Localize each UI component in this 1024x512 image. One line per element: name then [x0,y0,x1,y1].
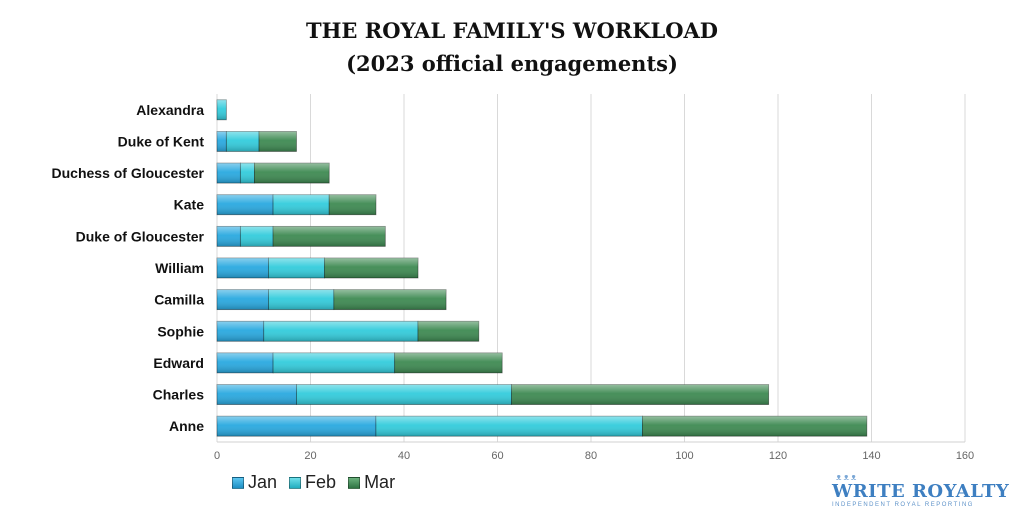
x-tick-label: 140 [862,450,880,462]
legend-label-jan: Jan [248,472,278,492]
bar-shine-anne-jan [217,416,376,437]
legend-swatch-feb [289,476,302,489]
bar-shine-duchess-of-gloucester-mar [254,163,330,184]
x-tick-label: 20 [304,450,316,462]
bar-layer [216,99,868,437]
legend-swatch-mar [348,476,361,489]
bar-shine-kate-jan [217,194,274,215]
bar-shine-duke-of-gloucester-feb [240,226,274,247]
category-label-duke-of-kent: Duke of Kent [118,133,205,149]
legend-item-feb: Feb [289,472,336,493]
bar-shine-duke-of-kent-jan [217,131,227,152]
bar-shine-camilla-feb [268,289,334,310]
bar-shine-edward-feb [273,352,395,373]
bar-shine-kate-feb [273,194,330,215]
bar-shine-duke-of-kent-feb [226,131,260,152]
category-label-duchess-of-gloucester: Duchess of Gloucester [52,165,205,181]
chart-title: THE ROYAL FAMILY'S WORKLOAD [305,18,719,43]
grid-layer [216,94,966,443]
bar-shine-charles-jan [217,384,297,405]
category-label-duke-of-gloucester: Duke of Gloucester [76,228,205,244]
legend-label-mar: Mar [364,472,396,492]
bar-shine-duke-of-gloucester-mar [273,226,386,247]
bar-shine-duchess-of-gloucester-feb [240,163,255,184]
logo-name: WRITE ROYALTY [832,481,1010,502]
chart-subtitle: (2023 official engagements) [346,51,678,76]
bar-shine-anne-feb [375,416,643,437]
bar-shine-duke-of-gloucester-jan [217,226,241,247]
bar-shine-kate-mar [329,194,376,215]
bar-shine-camilla-jan [217,289,269,310]
bar-shine-edward-jan [217,352,274,373]
label-layer: 0 20 40 60 80 100 120 140 160 Alexandra Duke of Ke… [52,102,975,462]
category-label-sophie: Sophie [157,323,204,339]
legend-item-jan: Jan [232,472,277,493]
category-label-edward: Edward [153,355,204,371]
bar-shine-william-mar [324,258,419,278]
category-label-kate: Kate [174,197,205,213]
legend-label-feb: Feb [305,472,337,492]
bar-shine-charles-feb [296,384,512,405]
x-tick-label: 60 [491,450,503,462]
category-label-alexandra: Alexandra [136,102,204,118]
x-tick-label: 40 [398,450,410,462]
legend-swatch-jan [232,476,244,489]
bar-shine-duchess-of-gloucester-jan [217,163,241,184]
bar-shine-alexandra-feb [217,99,227,120]
bar-shine-sophie-feb [263,321,419,342]
category-label-camilla: Camilla [154,292,204,308]
crown-icon: ᴥᴥᴥ [836,472,859,482]
legend-item-mar: Mar [348,472,395,493]
x-tick-label: 80 [585,450,597,462]
bar-shine-charles-mar [511,384,769,405]
bar-shine-duke-of-kent-mar [259,131,297,152]
logo-tagline: INDEPENDENT ROYAL REPORTING [832,502,974,508]
bar-shine-edward-mar [394,352,503,373]
bar-shine-william-feb [268,258,325,278]
bar-shine-camilla-mar [333,289,447,310]
bar-shine-william-jan [217,258,269,278]
bar-shine-sophie-jan [217,321,264,342]
category-label-anne: Anne [169,418,204,434]
x-tick-label: 120 [769,450,787,462]
legend: Jan Feb Mar [232,472,407,493]
category-label-charles: Charles [153,387,205,403]
x-tick-label: 100 [675,450,693,462]
bar-shine-sophie-mar [418,321,479,342]
bar-shine-anne-mar [642,416,867,437]
x-tick-label: 160 [956,450,974,462]
x-tick-label: 0 [214,450,220,462]
write-royalty-logo: ᴥᴥᴥ WRITE ROYALTY INDEPENDENT ROYAL REPO… [832,473,1009,509]
category-label-william: William [155,260,204,276]
